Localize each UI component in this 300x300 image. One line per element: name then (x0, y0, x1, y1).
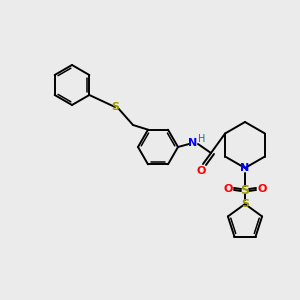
Text: N: N (240, 163, 250, 173)
Text: O: O (196, 166, 206, 176)
Text: O: O (257, 184, 267, 194)
Text: H: H (198, 134, 206, 144)
Text: N: N (188, 138, 198, 148)
Text: S: S (241, 199, 249, 209)
Text: S: S (241, 184, 250, 196)
Text: S: S (111, 102, 119, 112)
Text: O: O (223, 184, 233, 194)
